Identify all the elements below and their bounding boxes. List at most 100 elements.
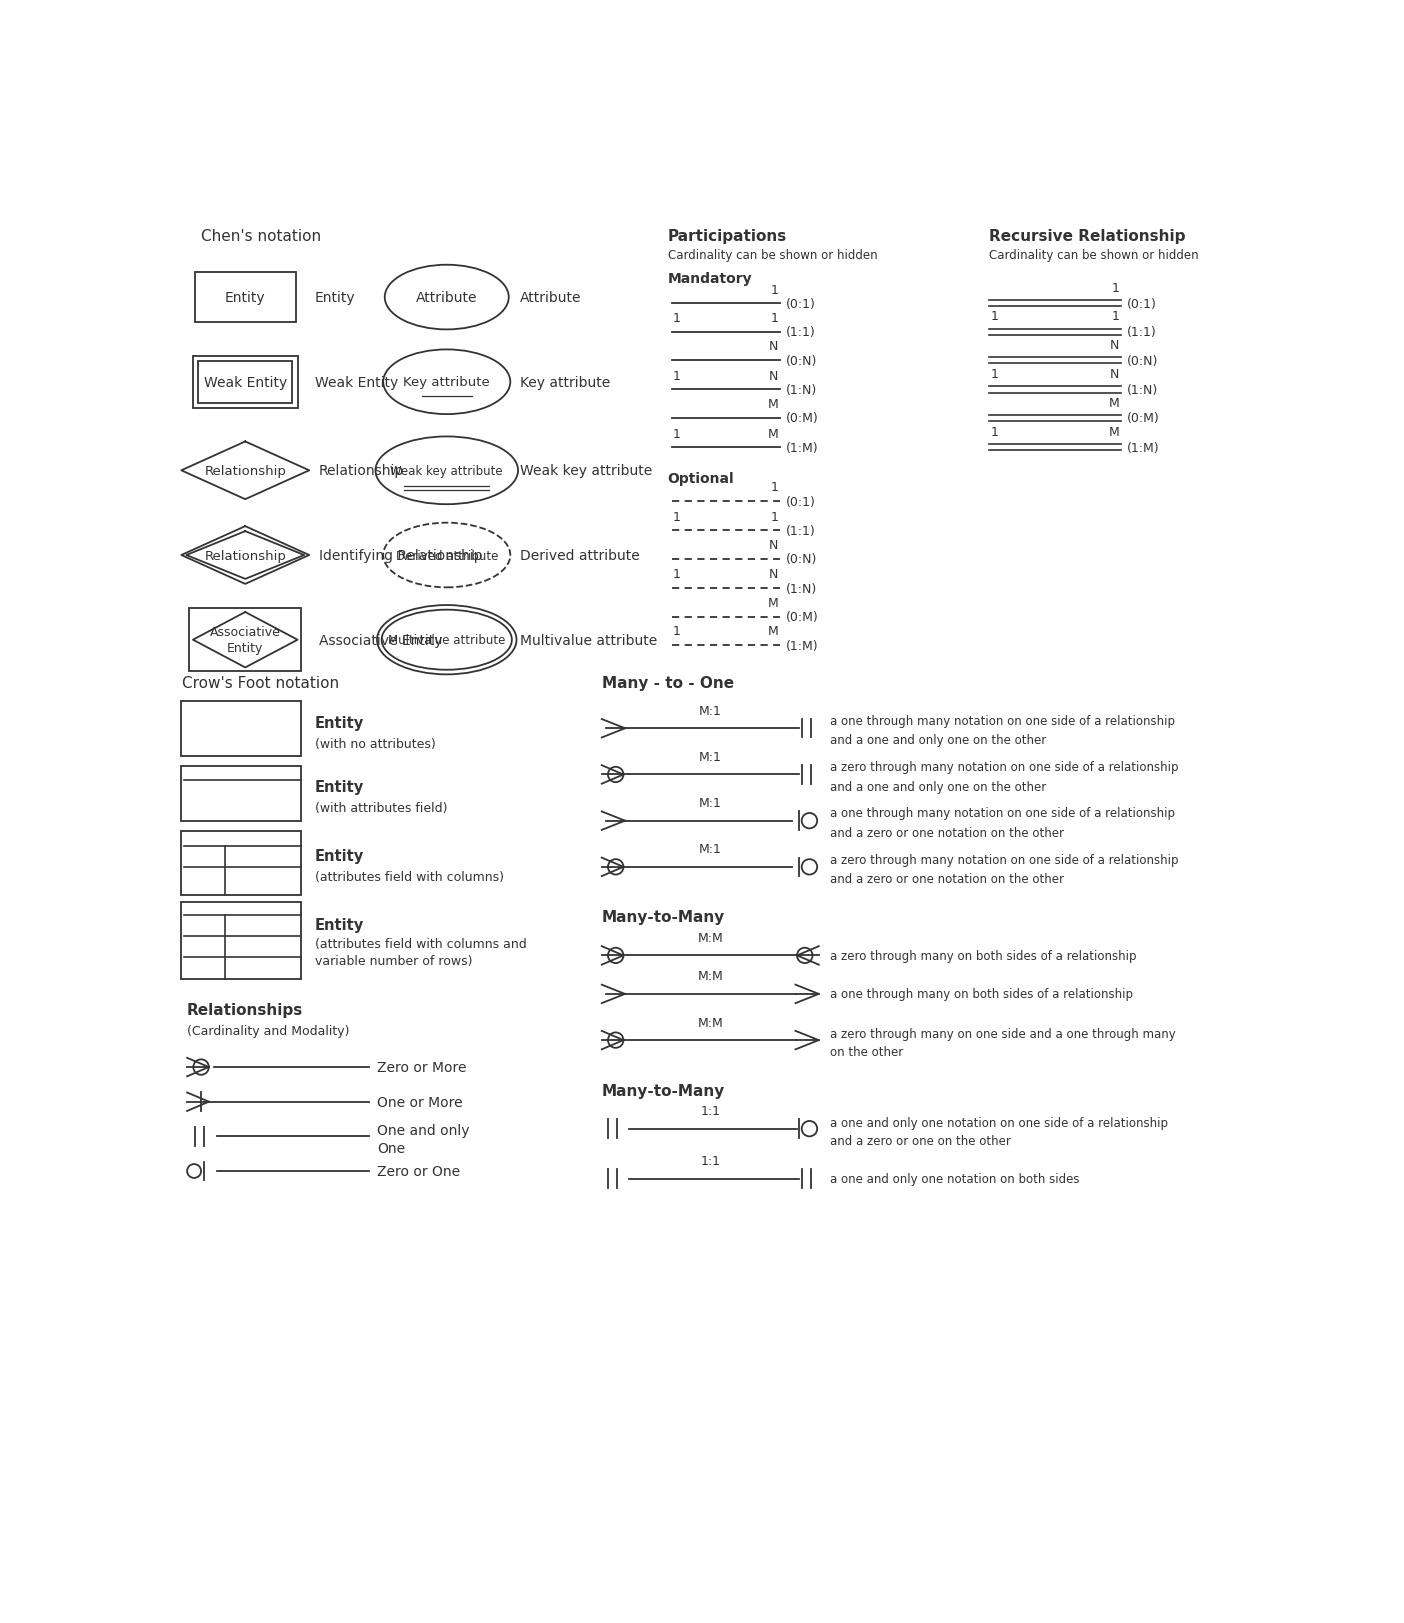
Text: (1:1): (1:1) [786,524,816,537]
Text: Associative
Entity: Associative Entity [209,626,281,654]
Text: 1: 1 [771,510,778,523]
Text: Crow's Foot notation: Crow's Foot notation [183,675,340,690]
Text: (1:N): (1:N) [786,383,817,396]
Text: (0:1): (0:1) [786,495,816,508]
Text: M:1: M:1 [699,797,722,810]
Text: Attribute: Attribute [416,291,477,305]
Polygon shape [181,527,309,584]
Text: M: M [768,398,778,411]
Text: N: N [769,568,778,581]
Text: a one through many on both sides of a relationship: a one through many on both sides of a re… [830,988,1133,1001]
Text: (with no attributes): (with no attributes) [314,738,435,751]
Text: (0:N): (0:N) [786,354,817,367]
Text: 1:1: 1:1 [701,1154,720,1167]
Text: (0:M): (0:M) [786,610,819,623]
Text: Attribute: Attribute [521,291,581,305]
FancyBboxPatch shape [181,701,302,756]
Text: Weak Entity: Weak Entity [314,375,399,390]
Ellipse shape [375,437,518,505]
Text: Relationships: Relationships [187,1001,303,1018]
Text: 1: 1 [771,480,778,493]
Text: (1:M): (1:M) [786,639,819,652]
Text: Multivalue attribute: Multivalue attribute [521,633,657,648]
FancyBboxPatch shape [195,273,296,323]
Text: (0:1): (0:1) [786,297,816,310]
Text: (0:M): (0:M) [1127,412,1160,425]
Text: 1: 1 [673,625,681,638]
Text: Derived attribute: Derived attribute [396,549,498,562]
Polygon shape [181,441,309,500]
Text: N: N [1111,339,1119,352]
Text: Many - to - One: Many - to - One [602,675,734,690]
Text: M: M [1109,425,1119,438]
Polygon shape [192,612,298,669]
Text: N: N [769,539,778,552]
Text: 1: 1 [771,284,778,297]
Text: Entity: Entity [225,291,265,305]
Text: Cardinality can be shown or hidden: Cardinality can be shown or hidden [990,248,1199,261]
Text: a zero through many notation on one side of a relationship: a zero through many notation on one side… [830,761,1179,774]
Text: Participations: Participations [668,229,786,243]
Text: N: N [769,341,778,354]
FancyBboxPatch shape [181,766,302,821]
Text: One: One [378,1141,406,1156]
Text: 1: 1 [673,312,681,325]
Text: M:M: M:M [698,932,723,945]
Text: Relationship: Relationship [319,464,404,479]
Text: 1: 1 [771,312,778,325]
Text: 1: 1 [991,425,998,438]
Text: a one and only one notation on both sides: a one and only one notation on both side… [830,1172,1080,1185]
Text: Entity: Entity [314,779,364,794]
Text: 1: 1 [673,427,681,440]
Text: (1:N): (1:N) [786,583,817,596]
Text: 1:1: 1:1 [701,1104,720,1117]
Text: M:1: M:1 [699,750,722,763]
Text: Weak key attribute: Weak key attribute [521,464,653,479]
Text: (1:1): (1:1) [1127,326,1157,339]
Text: One and only: One and only [378,1123,469,1138]
Text: Key attribute: Key attribute [403,377,490,390]
Text: (attributes field with columns): (attributes field with columns) [314,872,504,885]
Text: 1: 1 [673,510,681,523]
Text: Relationship: Relationship [205,549,286,562]
Text: a one through many notation on one side of a relationship: a one through many notation on one side … [830,807,1175,820]
Text: Weak key attribute: Weak key attribute [390,464,503,477]
Ellipse shape [385,266,508,329]
Text: (0:1): (0:1) [1127,297,1157,310]
Text: Multivalue attribute: Multivalue attribute [388,635,505,648]
Text: 1: 1 [673,568,681,581]
Text: Entity: Entity [314,716,364,730]
Text: a zero through many notation on one side of a relationship: a zero through many notation on one side… [830,854,1179,867]
Text: Zero or One: Zero or One [378,1164,461,1178]
Text: (1:1): (1:1) [786,326,816,339]
FancyBboxPatch shape [190,609,302,672]
Text: (Cardinality and Modality): (Cardinality and Modality) [187,1024,350,1037]
FancyBboxPatch shape [198,362,292,403]
Text: (0:M): (0:M) [786,412,819,425]
Text: (attributes field with columns and: (attributes field with columns and [314,938,526,951]
Text: and a zero or one notation on the other: and a zero or one notation on the other [830,873,1064,886]
Text: Associative Entity: Associative Entity [319,633,442,648]
Text: 1: 1 [1112,282,1119,295]
Text: Recursive Relationship: Recursive Relationship [990,229,1186,243]
FancyBboxPatch shape [181,902,302,979]
Ellipse shape [382,610,512,670]
Ellipse shape [378,605,517,675]
Text: 1: 1 [673,370,681,383]
Text: Relationship: Relationship [205,464,286,477]
Text: and a one and only one on the other: and a one and only one on the other [830,781,1046,794]
Text: (0:N): (0:N) [786,553,817,566]
Text: and a zero or one on the other: and a zero or one on the other [830,1134,1011,1147]
Text: variable number of rows): variable number of rows) [314,954,473,967]
Text: Cardinality can be shown or hidden: Cardinality can be shown or hidden [668,248,878,261]
Polygon shape [187,532,305,579]
Text: Optional: Optional [668,472,734,485]
Text: 1: 1 [1112,310,1119,323]
Text: (0:N): (0:N) [1127,354,1158,367]
Text: Zero or More: Zero or More [378,1060,466,1074]
Text: Many-to-Many: Many-to-Many [602,1083,724,1099]
Text: Entity: Entity [314,917,364,933]
Text: a zero through many on one side and a one through many: a zero through many on one side and a on… [830,1027,1177,1040]
Text: M: M [1109,396,1119,409]
Text: Mandatory: Mandatory [668,271,753,286]
